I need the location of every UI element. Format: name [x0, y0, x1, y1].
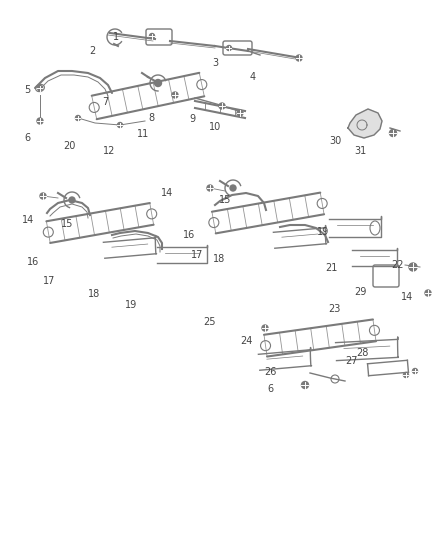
Text: 8: 8 [148, 113, 154, 123]
Text: 26: 26 [264, 367, 276, 376]
Text: 11: 11 [136, 130, 148, 139]
Circle shape [37, 118, 43, 124]
Circle shape [295, 55, 301, 61]
Text: 19: 19 [316, 227, 328, 237]
Text: 29: 29 [353, 287, 365, 296]
Text: 4: 4 [249, 72, 255, 82]
Text: 18: 18 [88, 289, 100, 298]
Text: 2: 2 [89, 46, 95, 55]
Text: 21: 21 [325, 263, 337, 272]
Circle shape [37, 85, 42, 91]
Circle shape [69, 197, 75, 203]
Polygon shape [347, 109, 381, 138]
Text: 27: 27 [344, 357, 357, 366]
Text: 14: 14 [400, 292, 412, 302]
Text: 1: 1 [113, 33, 119, 42]
Circle shape [412, 368, 417, 374]
Circle shape [403, 373, 408, 377]
Text: 5: 5 [25, 85, 31, 94]
Text: 22: 22 [391, 260, 403, 270]
Text: 25: 25 [203, 318, 215, 327]
Circle shape [154, 79, 161, 86]
Text: 10: 10 [208, 122, 221, 132]
Circle shape [389, 130, 396, 136]
Circle shape [207, 185, 212, 191]
Circle shape [172, 92, 177, 98]
Text: 23: 23 [328, 304, 340, 314]
Text: 16: 16 [182, 230, 194, 239]
Text: 14: 14 [22, 215, 35, 225]
Circle shape [424, 290, 430, 296]
Text: 17: 17 [191, 250, 203, 260]
Circle shape [301, 382, 308, 389]
Text: 30: 30 [329, 136, 341, 146]
Circle shape [226, 45, 231, 51]
Text: 12: 12 [102, 147, 115, 156]
Text: 18: 18 [213, 254, 225, 263]
Circle shape [219, 103, 225, 109]
Circle shape [75, 116, 80, 120]
Text: 3: 3 [212, 58, 218, 68]
Text: 14: 14 [160, 188, 173, 198]
Text: 31: 31 [353, 147, 365, 156]
Circle shape [117, 123, 122, 127]
Text: 7: 7 [102, 98, 108, 107]
Circle shape [40, 193, 46, 199]
Text: 28: 28 [355, 349, 367, 358]
Text: 17: 17 [43, 276, 56, 286]
Circle shape [261, 325, 267, 331]
Text: 20: 20 [63, 141, 75, 150]
Circle shape [149, 34, 154, 38]
Text: 24: 24 [240, 336, 252, 346]
Text: 6: 6 [267, 384, 273, 394]
Circle shape [230, 185, 236, 191]
Circle shape [408, 263, 416, 271]
Text: 16: 16 [27, 257, 39, 266]
Circle shape [237, 110, 243, 116]
Text: 6: 6 [25, 133, 31, 142]
Text: 9: 9 [189, 115, 195, 124]
Text: 15: 15 [61, 219, 73, 229]
Text: 19: 19 [124, 300, 137, 310]
Text: 15: 15 [218, 195, 230, 205]
